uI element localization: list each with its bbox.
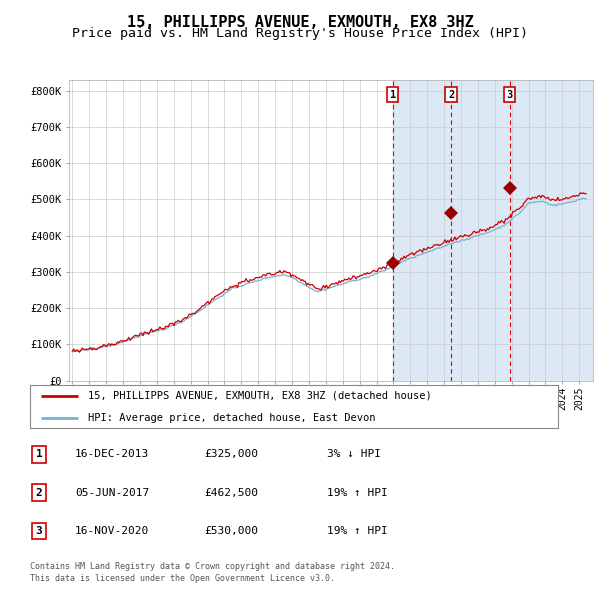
Text: 3: 3 bbox=[506, 90, 513, 100]
Text: 3: 3 bbox=[35, 526, 43, 536]
Text: 19% ↑ HPI: 19% ↑ HPI bbox=[327, 488, 388, 497]
Text: 2: 2 bbox=[448, 90, 454, 100]
Text: This data is licensed under the Open Government Licence v3.0.: This data is licensed under the Open Gov… bbox=[30, 573, 335, 583]
Text: 3% ↓ HPI: 3% ↓ HPI bbox=[327, 450, 381, 459]
Text: 1: 1 bbox=[389, 90, 396, 100]
Text: 16-NOV-2020: 16-NOV-2020 bbox=[75, 526, 149, 536]
Text: £462,500: £462,500 bbox=[204, 488, 258, 497]
Text: Price paid vs. HM Land Registry's House Price Index (HPI): Price paid vs. HM Land Registry's House … bbox=[72, 27, 528, 40]
Text: 15, PHILLIPPS AVENUE, EXMOUTH, EX8 3HZ (detached house): 15, PHILLIPPS AVENUE, EXMOUTH, EX8 3HZ (… bbox=[88, 391, 432, 401]
Bar bbox=[393, 80, 593, 381]
Text: 1: 1 bbox=[35, 450, 43, 459]
Text: 2: 2 bbox=[35, 488, 43, 497]
Text: 16-DEC-2013: 16-DEC-2013 bbox=[75, 450, 149, 459]
Text: 15, PHILLIPPS AVENUE, EXMOUTH, EX8 3HZ: 15, PHILLIPPS AVENUE, EXMOUTH, EX8 3HZ bbox=[127, 15, 473, 30]
Text: £530,000: £530,000 bbox=[204, 526, 258, 536]
Text: £325,000: £325,000 bbox=[204, 450, 258, 459]
Text: HPI: Average price, detached house, East Devon: HPI: Average price, detached house, East… bbox=[88, 414, 376, 424]
Text: 19% ↑ HPI: 19% ↑ HPI bbox=[327, 526, 388, 536]
Text: 05-JUN-2017: 05-JUN-2017 bbox=[75, 488, 149, 497]
Text: Contains HM Land Registry data © Crown copyright and database right 2024.: Contains HM Land Registry data © Crown c… bbox=[30, 562, 395, 571]
